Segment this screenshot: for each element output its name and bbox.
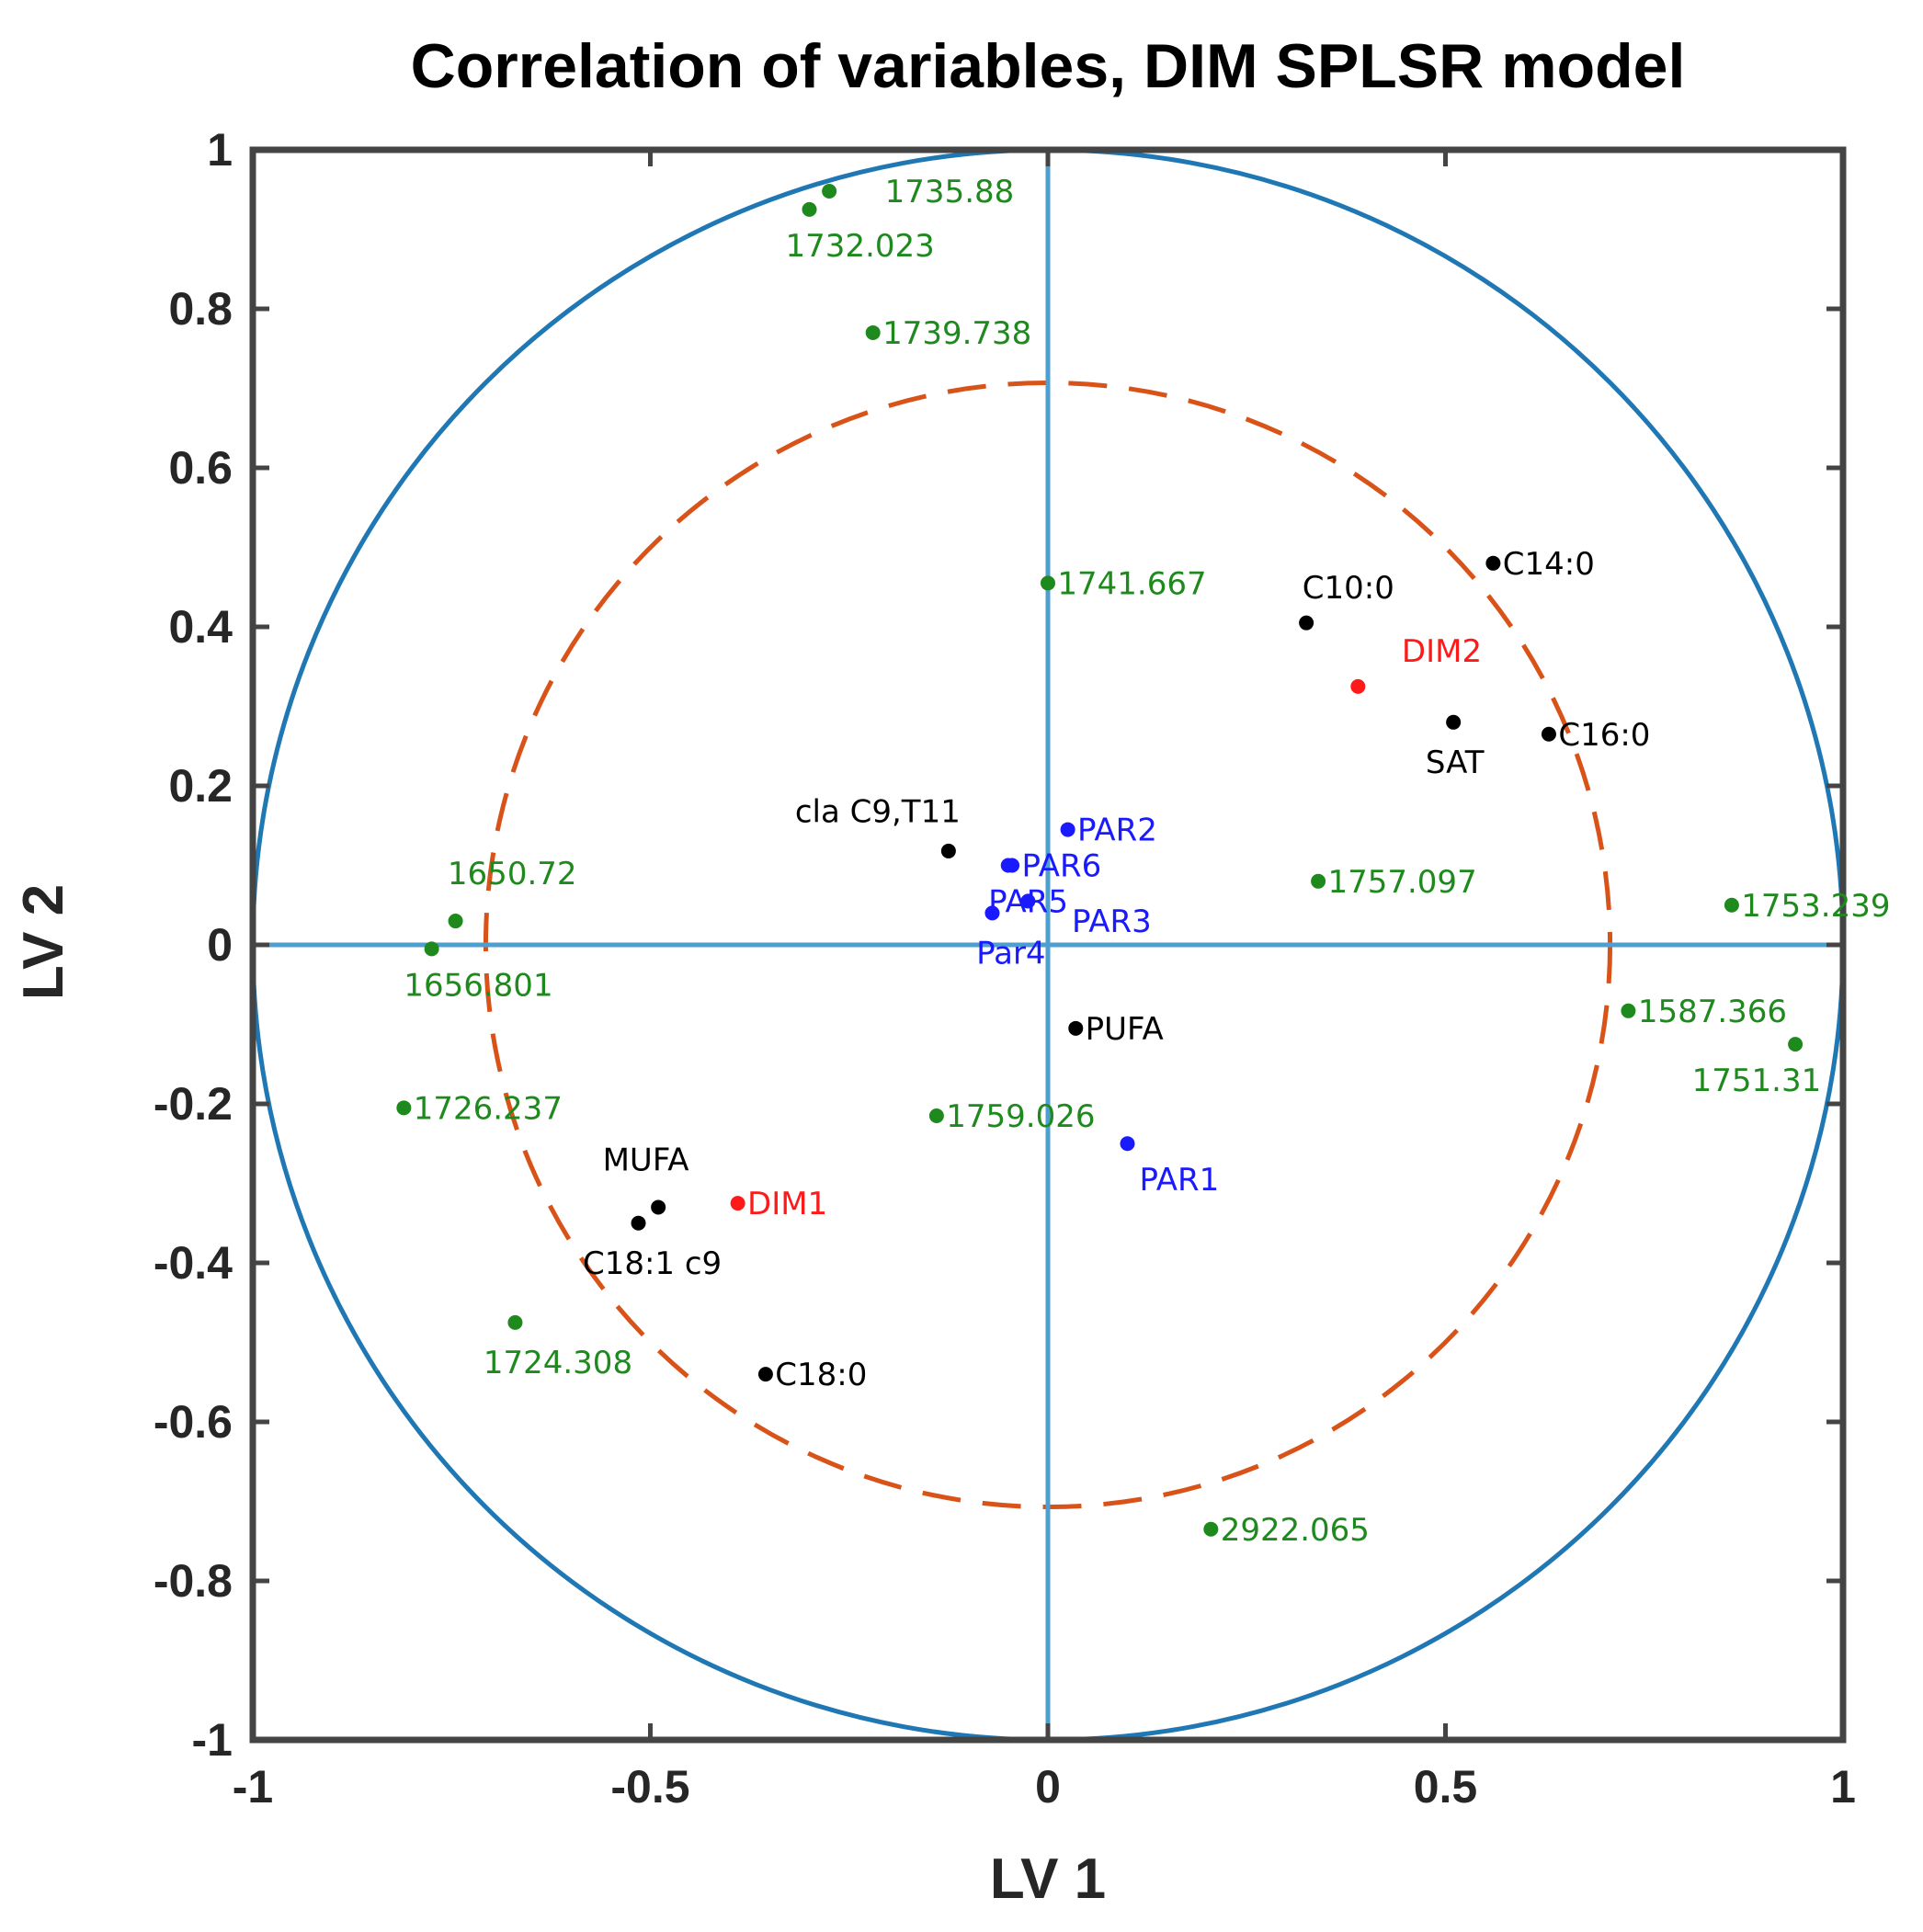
point-label: 1650.72 xyxy=(448,856,577,892)
point-label: 1587.366 xyxy=(1638,994,1787,1030)
point-wavenumbers xyxy=(1041,575,1055,591)
point-parameters xyxy=(1060,822,1075,837)
point-label: 1757.097 xyxy=(1327,864,1476,901)
point-label: PAR3 xyxy=(1072,903,1152,940)
point-label: DIM1 xyxy=(747,1186,827,1222)
y-tick-label: -0.6 xyxy=(154,1396,233,1448)
y-tick-label: 0.2 xyxy=(168,760,233,812)
y-tick-label: 1 xyxy=(207,124,233,176)
point-wavenumbers xyxy=(1203,1521,1219,1537)
point-fatty-acids xyxy=(757,1367,773,1382)
point-label: C16:0 xyxy=(1558,717,1650,754)
y-tick-label: 0.8 xyxy=(168,283,233,335)
point-label: PUFA xyxy=(1086,1011,1164,1048)
point-responses xyxy=(730,1196,745,1211)
point-fatty-acids xyxy=(1299,615,1314,631)
point-label: C18:1 c9 xyxy=(583,1245,722,1282)
point-wavenumbers xyxy=(1724,897,1739,913)
x-tick-label: -0.5 xyxy=(610,1761,689,1813)
point-wavenumbers xyxy=(822,183,837,199)
plot-area: -1 -0.5 0 0.5 1 1 0.8 0.6 0.4 0.2 0 -0.2 -0.4 -0.6 -0.… xyxy=(154,124,1891,1813)
point-label: 1739.738 xyxy=(882,315,1031,352)
point-label: 1726.237 xyxy=(414,1090,563,1127)
point-wavenumbers xyxy=(928,1108,944,1123)
point-parameters xyxy=(1000,858,1016,873)
point-wavenumbers xyxy=(865,324,881,340)
point-wavenumbers xyxy=(507,1314,523,1330)
point-label: PAR6 xyxy=(1021,848,1101,885)
point-wavenumbers xyxy=(396,1100,412,1116)
chart-title: Correlation of variables, DIM SPLSR mode… xyxy=(411,31,1686,101)
point-parameters xyxy=(984,905,1000,921)
x-axis-label: LV 1 xyxy=(990,1847,1106,1911)
point-label: DIM2 xyxy=(1402,633,1482,670)
y-tick-label: 0.6 xyxy=(168,442,233,494)
point-responses xyxy=(1350,678,1366,694)
y-tick-label: -0.4 xyxy=(154,1237,233,1289)
x-tick-label: -1 xyxy=(233,1761,273,1813)
point-fatty-acids xyxy=(631,1215,646,1231)
point-label: 1751.31 xyxy=(1692,1063,1822,1099)
point-wavenumbers xyxy=(802,201,817,217)
point-wavenumbers xyxy=(424,941,439,957)
y-tick-label: 0 xyxy=(207,919,233,971)
point-label: 1735.88 xyxy=(885,174,1015,210)
series-fatty-acids: C10:0 C14:0 SAT C16:0 cla C9,T11 PUFA MUFA C18:… xyxy=(583,546,1650,1393)
series-parameters: PAR2PAR6PAR5PAR3Par4PAR1 xyxy=(976,813,1219,1199)
point-label: 1656.801 xyxy=(404,967,552,1004)
point-label: PAR1 xyxy=(1139,1162,1219,1199)
point-label: MUFA xyxy=(603,1142,689,1179)
point-wavenumbers xyxy=(1788,1037,1804,1052)
y-tick-label: -1 xyxy=(192,1714,233,1766)
point-label: 1753.239 xyxy=(1741,888,1890,925)
point-fatty-acids xyxy=(940,843,956,858)
x-tick-label: 1 xyxy=(1830,1761,1856,1813)
point-label: 1724.308 xyxy=(484,1345,632,1381)
point-label: 2922.065 xyxy=(1221,1512,1370,1549)
point-fatty-acids xyxy=(1541,726,1556,742)
x-tick-label: 0.5 xyxy=(1414,1761,1478,1813)
point-label: 1741.667 xyxy=(1057,565,1206,602)
y-tick-label: -0.8 xyxy=(154,1555,233,1607)
point-parameters xyxy=(1020,893,1036,909)
point-fatty-acids xyxy=(1485,555,1501,571)
point-label: Par4 xyxy=(976,936,1045,972)
point-label: 1732.023 xyxy=(786,228,935,265)
y-tick-label: -0.2 xyxy=(154,1078,233,1130)
point-label: C10:0 xyxy=(1303,570,1394,607)
point-fatty-acids xyxy=(1446,714,1462,730)
x-tick-label: 0 xyxy=(1035,1761,1061,1813)
series-responses: DIM2 DIM1 xyxy=(730,633,1482,1222)
point-wavenumbers xyxy=(1311,873,1326,889)
point-wavenumbers xyxy=(448,914,463,929)
point-fatty-acids xyxy=(651,1199,666,1215)
series-wavenumbers: 1735.88 1732.023 1739.738 1741.667 1650.72 16… xyxy=(396,174,1891,1549)
point-label: C18:0 xyxy=(775,1357,867,1393)
point-parameters xyxy=(1120,1136,1135,1152)
point-label: PAR2 xyxy=(1077,813,1157,849)
point-label: 1759.026 xyxy=(946,1098,1095,1135)
point-label: SAT xyxy=(1426,744,1485,781)
point-label: cla C9,T11 xyxy=(795,794,961,831)
y-axis-label: LV 2 xyxy=(12,884,75,1000)
point-wavenumbers xyxy=(1621,1003,1636,1018)
y-tick-label: 0.4 xyxy=(168,601,233,653)
point-label: C14:0 xyxy=(1503,546,1595,583)
point-fatty-acids xyxy=(1068,1020,1084,1036)
